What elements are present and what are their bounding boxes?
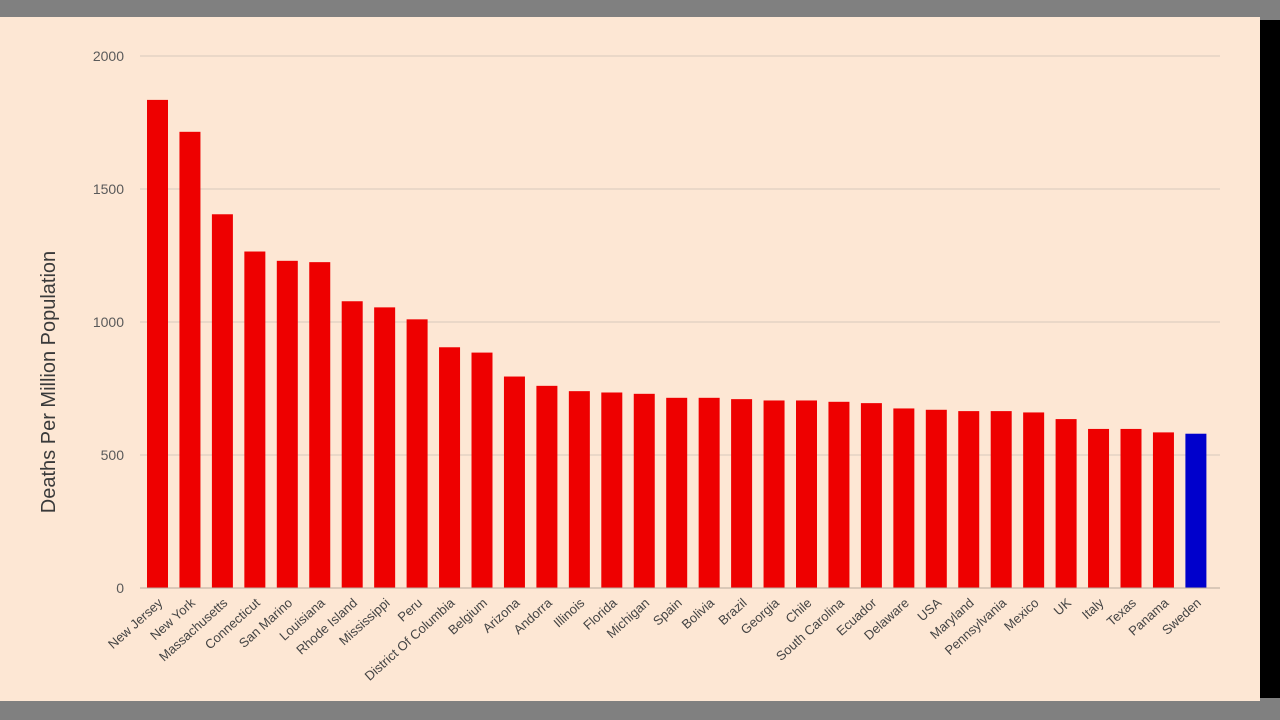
y-tick-label: 2000 bbox=[93, 48, 124, 64]
bar-andorra bbox=[536, 385, 558, 588]
bar-rhode-island bbox=[341, 301, 363, 588]
bar-delaware bbox=[893, 408, 915, 588]
y-tick-label: 0 bbox=[116, 580, 124, 596]
bar-connecticut bbox=[244, 251, 266, 588]
y-axis-ticks: 0 500 1000 1500 2000 bbox=[93, 48, 124, 596]
y-tick-label: 1500 bbox=[93, 181, 124, 197]
bottom-frame-band bbox=[0, 701, 1280, 720]
bar-florida bbox=[601, 392, 623, 588]
x-tick-label: UK bbox=[1051, 595, 1075, 618]
bar-bolivia bbox=[698, 397, 720, 588]
bar-uk bbox=[1055, 419, 1077, 588]
bar-ecuador bbox=[860, 403, 882, 588]
x-tick-label: Mexico bbox=[1001, 595, 1042, 634]
bar-district-of-columbia bbox=[439, 347, 461, 588]
bar-new-jersey bbox=[147, 99, 168, 588]
bar-michigan bbox=[633, 393, 655, 588]
top-frame-band bbox=[0, 0, 1280, 17]
bar-san-marino bbox=[276, 260, 298, 588]
bar-arizona bbox=[503, 376, 525, 588]
bar-peru bbox=[406, 319, 428, 588]
bar-south-carolina bbox=[828, 401, 850, 588]
bar-italy bbox=[1088, 428, 1110, 588]
y-axis-title: Deaths Per Million Population bbox=[38, 251, 60, 513]
bar-massachusetts bbox=[211, 214, 233, 588]
bar-belgium bbox=[471, 352, 493, 588]
bar-spain bbox=[666, 397, 688, 588]
bar-texas bbox=[1120, 428, 1142, 588]
gridlines bbox=[140, 55, 1220, 456]
bar-chile bbox=[796, 400, 817, 588]
bars bbox=[147, 99, 1207, 588]
chart-panel bbox=[0, 17, 1260, 701]
bar-brazil bbox=[731, 399, 753, 588]
bar-usa bbox=[925, 409, 947, 588]
bar-illinois bbox=[568, 391, 590, 588]
bar-mexico bbox=[1023, 412, 1045, 588]
bar-sweden bbox=[1185, 433, 1207, 588]
bar-new-york bbox=[179, 131, 201, 588]
x-tick-label: Spain bbox=[650, 595, 685, 628]
bar-mississippi bbox=[374, 307, 396, 588]
y-tick-label: 1000 bbox=[93, 314, 124, 330]
bar-maryland bbox=[958, 411, 980, 588]
bar-panama bbox=[1152, 432, 1174, 588]
y-tick-label: 500 bbox=[101, 447, 125, 463]
bar-louisiana bbox=[309, 262, 331, 588]
bar-georgia bbox=[763, 400, 785, 588]
right-edge-bar bbox=[1260, 20, 1280, 698]
x-tick-label: Bolivia bbox=[679, 595, 718, 632]
bar-pennsylvania bbox=[990, 411, 1012, 588]
